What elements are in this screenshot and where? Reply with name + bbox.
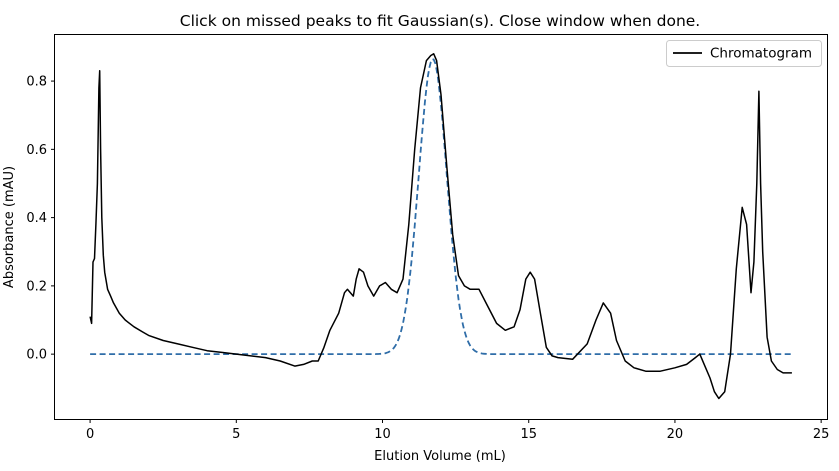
y-axis-label: Absorbance (mAU)	[2, 166, 17, 288]
legend-label: Chromatogram	[710, 46, 812, 62]
y-axis: 0.0 0.2 0.4 0.6 0.8	[26, 75, 55, 363]
gaussian-fit-line	[90, 58, 792, 355]
x-tick-label: 25	[813, 427, 830, 442]
chromatogram-line	[89, 53, 792, 400]
x-tick-label: 20	[667, 427, 684, 442]
y-tick-label: 0.2	[26, 279, 47, 294]
x-tick-label: 0	[86, 427, 94, 442]
x-axis: 0 5 10 15 20 25	[86, 419, 829, 442]
plot-area[interactable]	[54, 34, 828, 420]
x-tick-label: 10	[374, 427, 391, 442]
legend: Chromatogram	[666, 40, 822, 67]
x-tick-label: 5	[232, 427, 240, 442]
y-tick-label: 0.4	[26, 211, 47, 226]
y-tick-label: 0.0	[26, 348, 47, 363]
axes-frame	[54, 34, 828, 420]
y-tick-label: 0.8	[26, 75, 47, 90]
y-tick-label: 0.6	[26, 143, 47, 158]
chart-title: Click on missed peaks to fit Gaussian(s)…	[180, 12, 700, 30]
x-tick-label: 15	[520, 427, 537, 442]
legend-box	[666, 40, 822, 67]
x-axis-label: Elution Volume (mL)	[374, 449, 506, 464]
